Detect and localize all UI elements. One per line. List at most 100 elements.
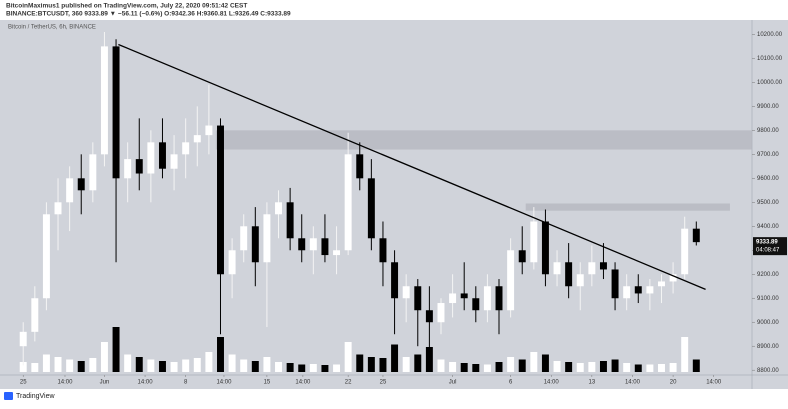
volume-bar	[205, 352, 213, 372]
volume-bar	[356, 354, 364, 372]
x-tick-label: 25	[20, 380, 27, 386]
volume-bar	[217, 337, 224, 372]
volume-bar	[623, 363, 631, 372]
candle-body	[634, 286, 642, 294]
candle-body	[205, 125, 213, 136]
volume-bar	[263, 357, 271, 372]
x-tick-label: Jun	[100, 380, 110, 386]
candle-body	[356, 154, 364, 179]
candle-body	[228, 250, 236, 275]
footer: TradingView	[16, 393, 55, 400]
candle-body	[124, 159, 132, 179]
candle-body	[240, 226, 248, 251]
volume-bar	[54, 357, 62, 372]
price-axis-background	[752, 20, 788, 375]
volume-bar	[286, 363, 294, 372]
volume-bar	[42, 354, 50, 372]
volume-bar	[414, 354, 422, 372]
volume-bar	[135, 357, 143, 372]
candle-body	[170, 154, 178, 169]
x-tick-label: 14:00	[216, 380, 232, 386]
y-tick-label: 9800.00	[757, 128, 779, 134]
volume-bar	[77, 361, 85, 372]
volume-bar	[437, 359, 445, 372]
x-tick-label: 14:00	[625, 380, 641, 386]
volume-bar	[275, 362, 282, 372]
candle-body	[42, 214, 50, 299]
candle-body	[391, 262, 399, 299]
candle-body	[263, 214, 271, 263]
candle-body	[658, 281, 665, 287]
candle-body	[437, 303, 445, 323]
y-tick-label: 10000.00	[757, 80, 783, 86]
volume-bar	[89, 358, 97, 372]
volume-bar	[19, 362, 27, 372]
volume-bar	[333, 364, 341, 372]
volume-bar	[658, 364, 665, 372]
volume-bar	[669, 363, 677, 372]
candle-body	[286, 202, 294, 239]
chart-subtitle: BINANCE:BTCUSDT, 360 9333.89 ▼ −56.11 (−…	[6, 11, 291, 18]
volume-bar	[298, 364, 306, 372]
volume-bar	[681, 337, 689, 372]
volume-bar	[66, 359, 74, 372]
volume-bar	[344, 342, 352, 372]
candle-body	[19, 331, 27, 347]
candle-body	[518, 250, 526, 263]
volume-bar	[170, 362, 178, 372]
x-tick-label: Jul	[449, 380, 457, 386]
y-tick-label: 9100.00	[757, 296, 779, 302]
candle-body	[599, 262, 607, 270]
candle-body	[646, 286, 654, 294]
candle-body	[460, 293, 468, 299]
candle-body	[507, 250, 515, 311]
zone	[525, 203, 730, 211]
y-tick-label: 9400.00	[757, 224, 779, 230]
countdown: 04:08:47	[756, 248, 780, 254]
candle-body	[541, 221, 549, 275]
volume-bar	[530, 352, 538, 372]
volume-bar	[449, 362, 457, 372]
volume-bar	[588, 362, 596, 372]
candle-body	[425, 310, 433, 323]
candle-body	[472, 298, 480, 311]
volume-bar	[576, 363, 584, 372]
volume-bar	[460, 363, 468, 372]
volume-bar	[692, 359, 700, 372]
volume-bar	[309, 364, 317, 372]
volume-bar	[565, 362, 573, 372]
y-tick-label: 10200.00	[757, 32, 783, 38]
x-tick-label: 14:00	[295, 380, 311, 386]
volume-bar	[507, 357, 515, 372]
y-tick-label: 8900.00	[757, 344, 779, 350]
candle-body	[565, 262, 573, 287]
candle-body	[576, 274, 584, 287]
candle-body	[553, 262, 561, 275]
candle-body	[588, 262, 596, 275]
y-tick-label: 9700.00	[757, 152, 779, 158]
logo	[4, 392, 13, 400]
volume-bar	[518, 359, 526, 372]
candle-body	[333, 250, 341, 256]
candle-body	[367, 178, 375, 239]
volume-bar	[553, 361, 561, 372]
y-tick-label: 9000.00	[757, 320, 779, 326]
candle-body	[681, 228, 689, 275]
x-tick-label: 14:00	[544, 380, 560, 386]
volume-bar	[124, 354, 132, 372]
x-tick-label: 14:00	[138, 380, 154, 386]
price-tag	[753, 237, 787, 256]
volume-bar	[147, 359, 155, 372]
volume-bar	[483, 364, 491, 372]
y-tick-label: 8800.00	[757, 368, 779, 374]
volume-bar	[646, 364, 654, 372]
volume-bar	[634, 364, 642, 372]
candle-body	[193, 135, 201, 143]
candle-body	[182, 142, 190, 155]
volume-bar	[541, 354, 549, 372]
y-tick-label: 9200.00	[757, 272, 779, 278]
time-axis-background	[0, 375, 788, 389]
candle-body	[692, 228, 700, 243]
volume-bar	[100, 342, 108, 372]
volume-bar	[112, 327, 120, 372]
